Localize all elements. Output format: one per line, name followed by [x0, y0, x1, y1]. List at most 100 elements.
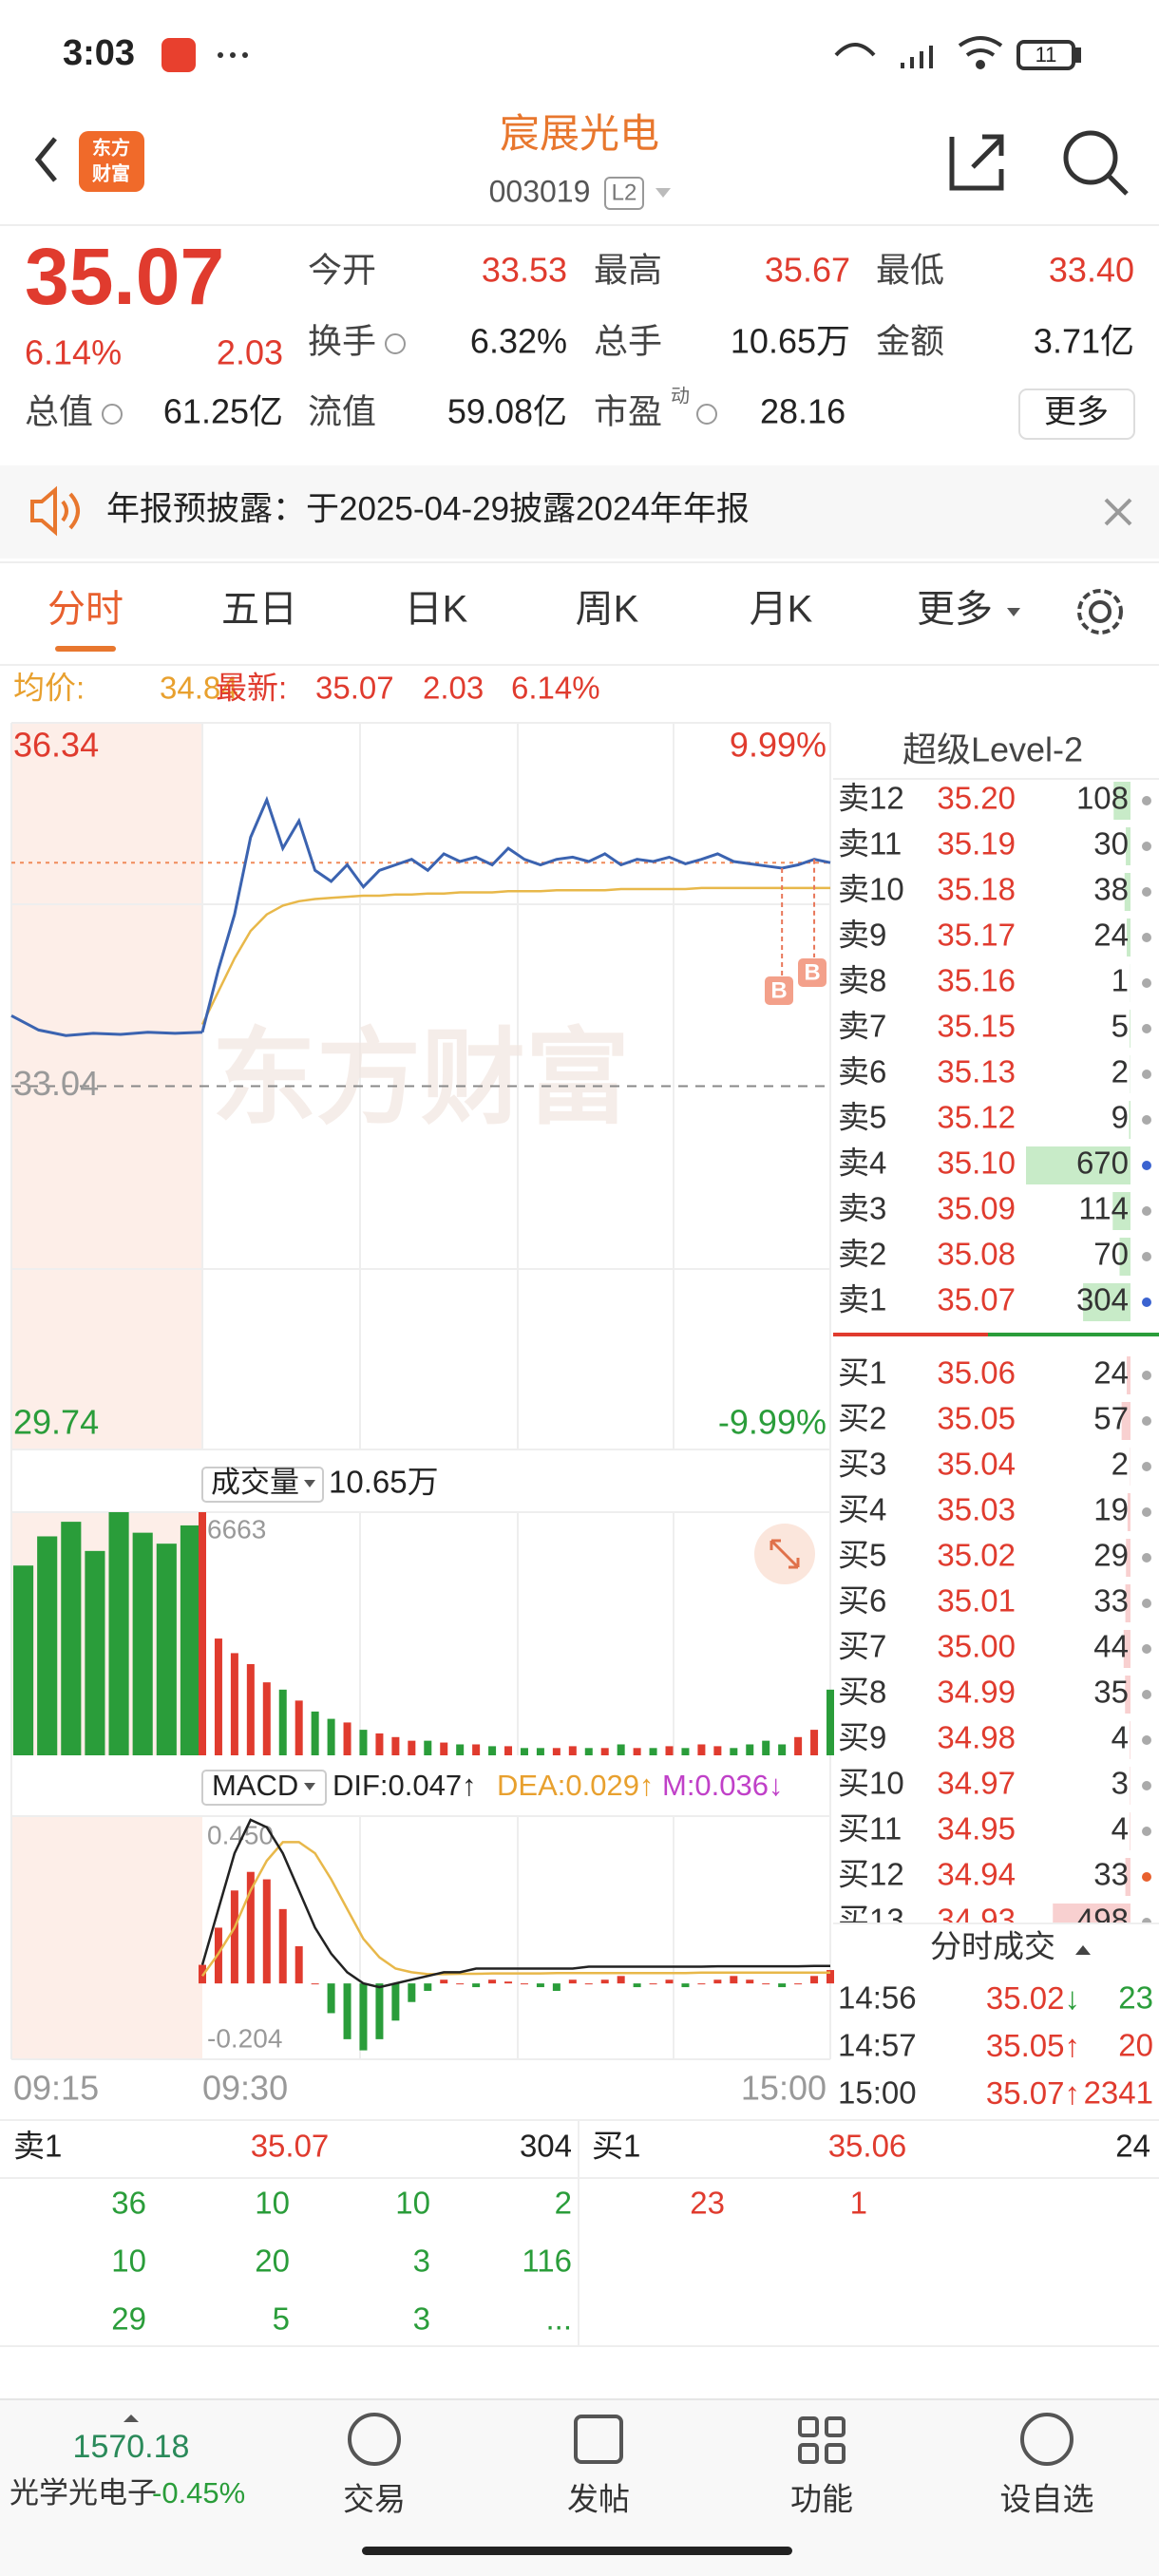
- queue-order: 5: [273, 2301, 290, 2337]
- nav-item[interactable]: 交易: [343, 2482, 406, 2517]
- dropdown-arrow: [304, 1783, 315, 1790]
- dropdown-arrow: [304, 1480, 315, 1487]
- level-qty: 30: [1093, 826, 1129, 862]
- settings-button[interactable]: [1077, 589, 1123, 635]
- volume-bar: [294, 1700, 303, 1755]
- stat-label: 流值: [308, 392, 376, 431]
- share-button[interactable]: [949, 134, 1004, 191]
- trade-time: 14:56: [838, 1980, 917, 2016]
- nav-item[interactable]: 功能: [790, 2482, 853, 2517]
- volume-bar: [617, 1744, 625, 1755]
- macd-selector[interactable]: [201, 1770, 327, 1806]
- level-label: 买10: [838, 1766, 904, 1801]
- level-price: 35.08: [937, 1237, 1016, 1272]
- macd-bar: [762, 1983, 770, 1985]
- queue-price: 35.07: [251, 2129, 330, 2164]
- trade-direction: ↑: [1065, 2075, 1081, 2111]
- volume-bar: [375, 1733, 384, 1755]
- dif-line: [200, 1818, 830, 1989]
- macd-bar: [391, 1983, 400, 2021]
- premarket-shade: [11, 1816, 202, 2059]
- level-dot: [1142, 1918, 1151, 1923]
- macd-bar: [520, 1983, 528, 1985]
- stock-code: 003019: [489, 174, 591, 208]
- nav-item[interactable]: 设自选: [1000, 2482, 1094, 2517]
- level-dot: [1142, 796, 1151, 805]
- more-button-label[interactable]: 更多: [1044, 394, 1109, 430]
- level-dot: [1142, 1599, 1151, 1608]
- macd-bar: [327, 1983, 335, 2014]
- macd-bar: [359, 1983, 368, 2051]
- tab[interactable]: 分时: [48, 589, 124, 631]
- trade-direction: ↑: [1065, 2028, 1081, 2063]
- change: 2.03: [217, 333, 283, 372]
- level-qty: 670: [1076, 1146, 1129, 1181]
- stat-value: 6.32%: [470, 322, 567, 361]
- tab[interactable]: 五日: [221, 589, 297, 631]
- volume-bar: [391, 1736, 400, 1755]
- dea-line: [200, 1841, 830, 1978]
- level-dot: [1142, 1553, 1151, 1563]
- more-button[interactable]: [1018, 388, 1135, 440]
- macd-bar: [697, 1983, 706, 1985]
- volume-selector[interactable]: [201, 1467, 324, 1503]
- nav-item[interactable]: 发帖: [567, 2482, 630, 2517]
- macd-bar: [778, 1983, 787, 1988]
- qty-bar: [1126, 827, 1130, 865]
- macd-bar: [488, 1979, 497, 1984]
- level-label: 卖11: [838, 826, 902, 862]
- queue-order: 23: [690, 2186, 725, 2221]
- function-icon[interactable]: [798, 2416, 846, 2464]
- volume-bar: [440, 1742, 448, 1755]
- y-tick-label: 29.74: [13, 1403, 99, 1442]
- summary-change-pct: 6.14%: [511, 671, 600, 706]
- tab-underline: [55, 646, 116, 652]
- volume-bar: [214, 1638, 222, 1755]
- qty-bar: [1127, 1493, 1130, 1531]
- volume-bar: [359, 1730, 368, 1755]
- tab[interactable]: 日K: [405, 589, 468, 631]
- tab[interactable]: 更多: [917, 589, 993, 631]
- post-icon[interactable]: [574, 2415, 623, 2464]
- volume-bar: [424, 1740, 432, 1755]
- back-button[interactable]: [34, 137, 57, 182]
- trade-marker-label: B: [770, 977, 787, 1003]
- macd-bar: [456, 1983, 465, 1985]
- level-label: 卖10: [838, 872, 904, 907]
- stock-name: 宸展光电: [500, 111, 659, 156]
- time-label: 15:00: [741, 2069, 826, 2108]
- level-qty: 3: [1112, 1766, 1129, 1801]
- info-icons: [102, 333, 717, 425]
- trade-price: 35.07↑: [986, 2075, 1080, 2111]
- level-dot: [1142, 1827, 1151, 1836]
- level-label: 卖5: [838, 1100, 886, 1135]
- level-qty: 108: [1076, 781, 1129, 816]
- level-badge: L2: [612, 180, 637, 205]
- volume-bar: [180, 1525, 200, 1755]
- qty-bar: [1119, 1238, 1130, 1276]
- queue-qty: 304: [520, 2129, 572, 2164]
- macd-bar: [230, 1890, 238, 1984]
- level-price: 34.94: [937, 1857, 1016, 1892]
- volume-bar: [697, 1744, 706, 1755]
- level-qty: 70: [1093, 1237, 1129, 1272]
- trade-time: 15:00: [838, 2075, 917, 2111]
- last-price: 35.07: [25, 232, 224, 321]
- watchlist-icon[interactable]: [1020, 2413, 1074, 2466]
- volume-bar: [132, 1532, 153, 1755]
- level-qty: 29: [1093, 1538, 1129, 1573]
- qty-bar: [1026, 1146, 1130, 1184]
- level-price: 35.17: [937, 918, 1016, 953]
- level-qty: 498: [1076, 1903, 1129, 1938]
- close-button[interactable]: [1104, 498, 1132, 526]
- search-button[interactable]: [1063, 130, 1129, 196]
- level-qty: 2: [1112, 1447, 1129, 1482]
- queue-order: 3: [413, 2301, 430, 2337]
- trade-icon[interactable]: [348, 2413, 401, 2466]
- notice-bar: [0, 465, 1159, 559]
- volume-bar: [730, 1748, 738, 1755]
- pct-label: -9.99%: [718, 1403, 826, 1442]
- macd-bar: [440, 1979, 448, 1984]
- tab[interactable]: 周K: [576, 589, 639, 631]
- tab[interactable]: 月K: [750, 589, 813, 631]
